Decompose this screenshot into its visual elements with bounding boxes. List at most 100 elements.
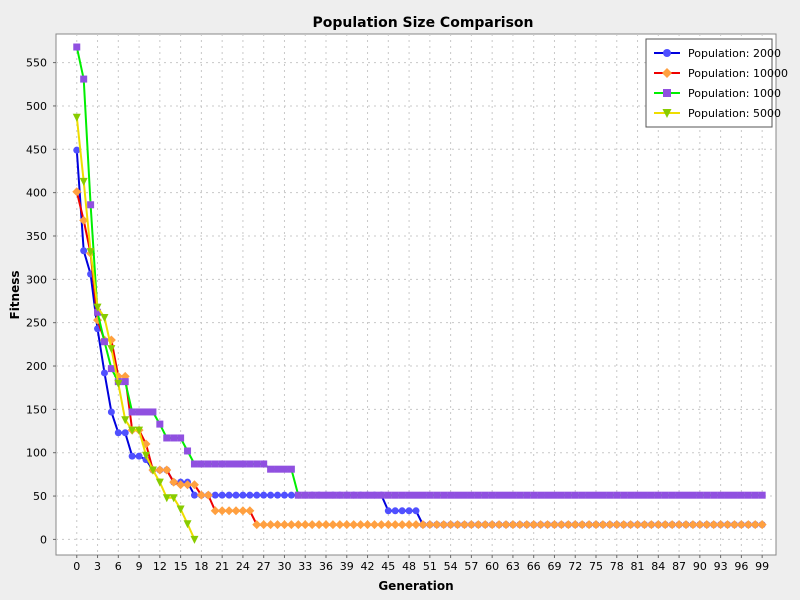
chart-title: Population Size Comparison [312, 15, 533, 31]
data-point [459, 520, 469, 530]
data-point [197, 460, 205, 468]
data-point [286, 520, 296, 530]
data-point [210, 506, 220, 516]
data-point [231, 506, 241, 516]
data-point [654, 491, 662, 499]
data-point [128, 408, 136, 416]
data-point [488, 491, 496, 499]
data-point [155, 465, 165, 475]
data-point [667, 520, 677, 530]
data-point [612, 520, 622, 530]
data-point [176, 480, 186, 490]
data-point [169, 477, 179, 487]
x-tick-label: 54 [444, 560, 458, 573]
data-point [591, 520, 601, 530]
x-tick-label: 39 [340, 560, 354, 573]
x-tick-label: 96 [734, 560, 748, 573]
data-point [142, 451, 150, 460]
data-point [530, 491, 538, 499]
data-point [716, 520, 726, 530]
y-axis-ticks: 0 50 100 150 200 250 300 350 400 450 500 550 [26, 57, 56, 546]
data-point [605, 520, 615, 530]
data-point [204, 460, 212, 468]
data-point [384, 507, 392, 515]
data-point [494, 520, 504, 530]
data-point [72, 187, 82, 197]
data-point [267, 465, 275, 473]
data-point [757, 520, 767, 530]
data-point [653, 520, 663, 530]
data-point [508, 520, 518, 530]
data-point [729, 520, 739, 530]
x-tick-label: 84 [651, 560, 665, 573]
data-point [149, 408, 157, 416]
data-point [453, 520, 463, 530]
data-point [107, 365, 115, 373]
data-point [703, 491, 711, 499]
data-point [336, 491, 344, 499]
data-point [135, 408, 143, 416]
data-point [321, 520, 331, 530]
data-point [274, 465, 282, 473]
y-tick-label: 200 [26, 360, 47, 373]
data-point [634, 491, 642, 499]
data-point [148, 466, 157, 475]
legend-item: Population: 5000 [654, 107, 781, 120]
data-point [259, 520, 269, 530]
data-point [246, 491, 254, 499]
data-point [218, 460, 226, 468]
legend-item: Population: 1000 [654, 87, 781, 100]
data-point [86, 248, 95, 257]
legend-label: Population: 5000 [688, 107, 781, 120]
x-tick-label: 33 [298, 560, 312, 573]
data-point [570, 520, 580, 530]
data-point [300, 520, 310, 530]
data-point [218, 491, 226, 499]
x-tick-label: 78 [610, 560, 624, 573]
data-point [419, 491, 427, 499]
x-tick-label: 45 [381, 560, 395, 573]
x-tick-label: 48 [402, 560, 416, 573]
data-point [128, 452, 136, 460]
data-point [481, 491, 489, 499]
x-tick-label: 6 [115, 560, 122, 573]
x-tick-label: 60 [485, 560, 499, 573]
data-point [211, 491, 219, 499]
data-point [661, 491, 669, 499]
data-point [473, 520, 483, 530]
data-point [239, 460, 247, 468]
data-point [633, 520, 643, 530]
x-axis-ticks: 0 3 6 9 12 15 18 21 24 27 30 33 36 39 42 45 48 51 54 57 60 63… [73, 555, 769, 573]
legend-marker [663, 49, 671, 57]
data-point [72, 113, 81, 122]
data-point [660, 520, 670, 530]
data-point [425, 520, 435, 530]
y-tick-label: 250 [26, 317, 47, 330]
data-point [744, 491, 752, 499]
data-point [398, 491, 406, 499]
data-point [460, 491, 468, 499]
data-point [349, 520, 359, 530]
data-point [626, 520, 636, 530]
y-tick-label: 500 [26, 100, 47, 113]
x-tick-label: 30 [277, 560, 291, 573]
data-point [267, 491, 275, 499]
data-point [280, 465, 288, 473]
data-point [190, 535, 199, 544]
data-point [343, 491, 351, 499]
data-point [287, 465, 295, 473]
data-point [487, 520, 497, 530]
data-point [751, 491, 759, 499]
data-point [501, 520, 511, 530]
y-tick-label: 550 [26, 57, 47, 70]
x-tick-label: 93 [714, 560, 728, 573]
data-point [682, 491, 690, 499]
data-point [225, 460, 233, 468]
data-point [121, 378, 129, 386]
data-point [135, 452, 143, 460]
data-point [260, 491, 268, 499]
data-point [364, 491, 372, 499]
series-4 [72, 113, 199, 544]
data-point [737, 491, 745, 499]
